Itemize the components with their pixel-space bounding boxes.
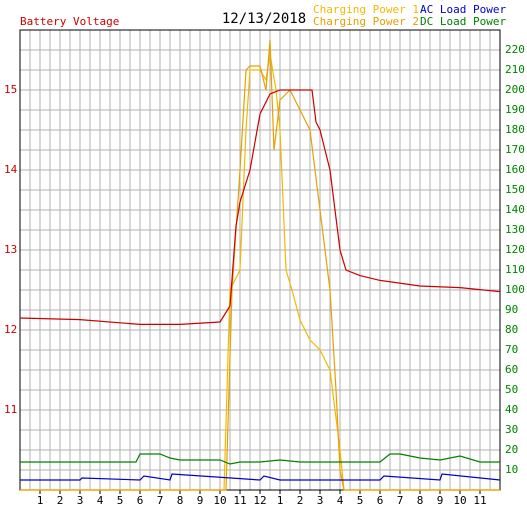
series-line xyxy=(20,453,500,465)
x-tick-label: 10 xyxy=(453,494,466,507)
legend-label: Charging Power 2 xyxy=(313,15,419,28)
y2-tick-label: 170 xyxy=(505,143,525,156)
y-tick-label: 15 xyxy=(4,83,17,96)
series-line xyxy=(19,89,501,325)
x-tick-label: 6 xyxy=(137,494,144,507)
y-tick-label: 11 xyxy=(4,403,17,416)
legend-label: AC Load Power xyxy=(420,3,506,16)
y2-tick-label: 30 xyxy=(505,423,518,436)
x-tick-label: 5 xyxy=(117,494,124,507)
x-tick-label: 2 xyxy=(297,494,304,507)
y2-tick-label: 70 xyxy=(505,343,518,356)
y2-tick-label: 110 xyxy=(505,263,525,276)
series-line xyxy=(20,39,500,491)
x-tick-label: 11 xyxy=(233,494,246,507)
x-tick-label: 1 xyxy=(37,494,44,507)
x-tick-label: 7 xyxy=(397,494,404,507)
chart-title: 12/13/2018 xyxy=(222,11,306,27)
y2-tick-label: 160 xyxy=(505,163,525,176)
y2-tick-label: 190 xyxy=(505,103,525,116)
y2-tick-label: 140 xyxy=(505,203,525,216)
y2-tick-label: 20 xyxy=(505,443,518,456)
x-tick-label: 1 xyxy=(277,494,284,507)
x-tick-label: 3 xyxy=(317,494,324,507)
x-tick-label: 9 xyxy=(197,494,204,507)
x-tick-label: 6 xyxy=(377,494,384,507)
series-line xyxy=(20,53,500,491)
y-tick-label: 13 xyxy=(4,243,17,256)
legend-label: DC Load Power xyxy=(420,15,506,28)
y2-tick-label: 10 xyxy=(505,463,518,476)
y2-tick-label: 60 xyxy=(505,363,518,376)
x-tick-label: 4 xyxy=(337,494,344,507)
y-axis-label: Battery Voltage xyxy=(20,15,119,28)
y2-tick-label: 130 xyxy=(505,223,525,236)
y2-tick-label: 80 xyxy=(505,323,518,336)
y2-tick-label: 210 xyxy=(505,63,525,76)
y2-tick-label: 40 xyxy=(505,403,518,416)
y2-tick-label: 200 xyxy=(505,83,525,96)
x-tick-label: 8 xyxy=(177,494,184,507)
series-line xyxy=(20,473,501,481)
x-tick-label: 2 xyxy=(57,494,64,507)
x-tick-label: 5 xyxy=(357,494,364,507)
x-tick-label: 12 xyxy=(253,494,266,507)
legend-label: Charging Power 1 xyxy=(313,3,419,16)
y2-tick-label: 150 xyxy=(505,183,525,196)
x-tick-label: 8 xyxy=(417,494,424,507)
y2-tick-label: 180 xyxy=(505,123,525,136)
y-tick-label: 14 xyxy=(4,163,18,176)
x-tick-label: 9 xyxy=(437,494,444,507)
y2-tick-label: 120 xyxy=(505,243,525,256)
x-tick-label: 11 xyxy=(473,494,486,507)
y2-tick-label: 90 xyxy=(505,303,518,316)
y2-tick-label: 220 xyxy=(505,43,525,56)
x-tick-label: 4 xyxy=(97,494,104,507)
x-tick-label: 7 xyxy=(157,494,164,507)
x-tick-label: 10 xyxy=(213,494,226,507)
y2-tick-label: 50 xyxy=(505,383,518,396)
x-tick-label: 3 xyxy=(77,494,84,507)
y-tick-label: 12 xyxy=(4,323,17,336)
y2-tick-label: 100 xyxy=(505,283,525,296)
